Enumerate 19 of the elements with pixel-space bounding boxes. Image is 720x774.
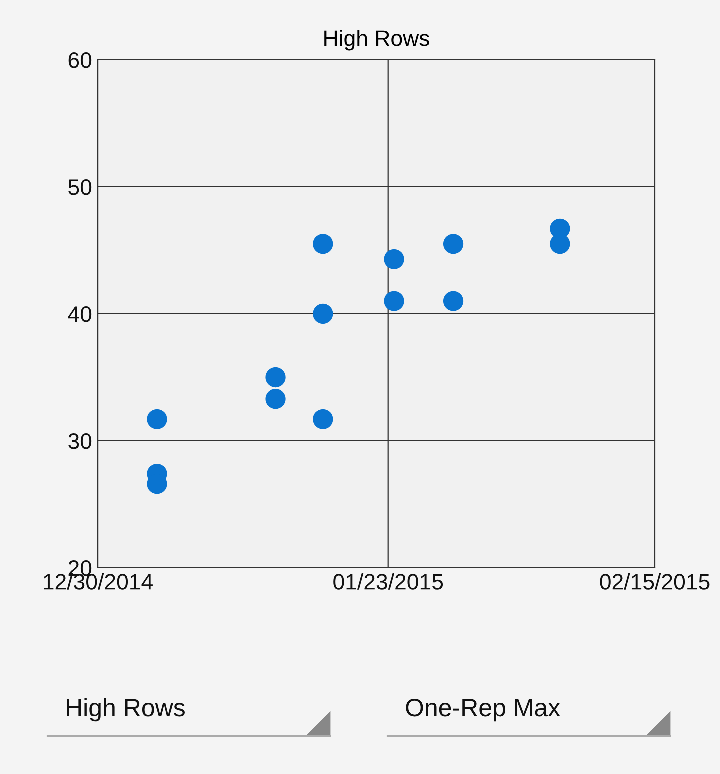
point (313, 409, 334, 430)
y-tick-label: 30 (68, 434, 92, 450)
text: One-Rep Max (406, 699, 560, 722)
point (443, 291, 464, 312)
text: High Rows (67, 698, 185, 722)
x-tick-label: 01/23/2015 (334, 574, 444, 590)
point (266, 389, 286, 410)
y-tick-label: 40 (68, 306, 92, 322)
x-tick-label: 02/15/2015 (600, 574, 710, 590)
chart-title: High Rows (324, 30, 430, 51)
y-tick-label: 50 (68, 180, 92, 196)
point (384, 249, 404, 270)
point (147, 409, 168, 430)
point (266, 367, 286, 388)
point (313, 304, 334, 324)
point (313, 234, 334, 254)
point (384, 291, 404, 312)
y-tick-label: 60 (68, 52, 92, 68)
point (443, 234, 464, 254)
